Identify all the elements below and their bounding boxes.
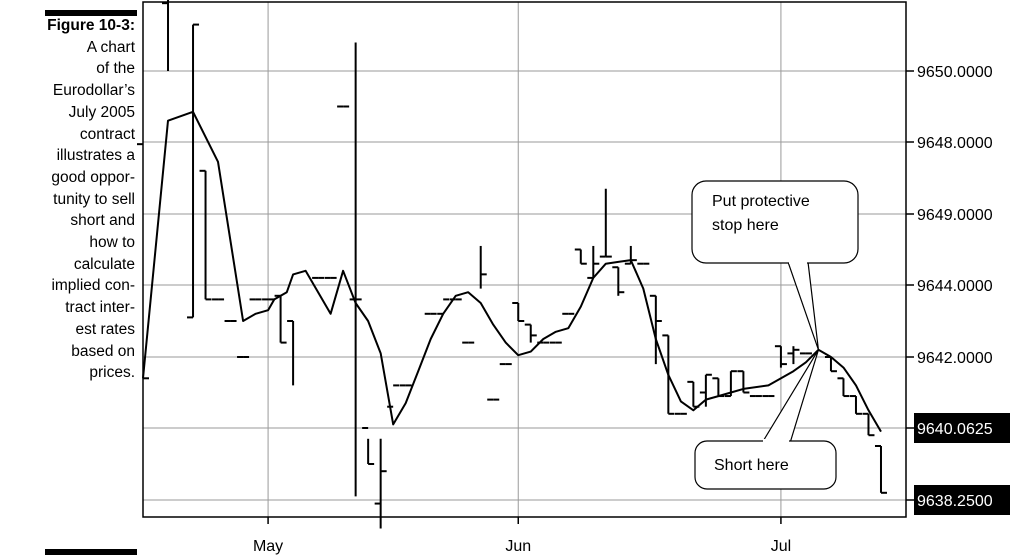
caption-line: est rates: [75, 320, 135, 338]
price-bar: [612, 266, 625, 296]
price-bar: [512, 302, 525, 322]
price-bar: [374, 438, 387, 529]
price-bar: [862, 412, 875, 437]
x-tick-label: Jul: [771, 538, 791, 555]
price-bar: [712, 377, 725, 398]
price-bar: [599, 188, 612, 258]
price-bar: [787, 346, 800, 365]
stop-callout-box: [691, 180, 859, 264]
caption-line: illustrates a: [56, 147, 135, 165]
y-tick-label: 9648.0000: [917, 135, 993, 152]
price-bar: [287, 320, 295, 386]
caption-line: contract: [79, 125, 135, 143]
stop-callout-line: stop here: [712, 217, 779, 234]
price-bar: [824, 356, 837, 373]
figure-caption: Figure 10-3: A chart of the Eurodollar’s Ju…: [0, 0, 137, 557]
stop-callout-gap: [789, 260, 807, 264]
y-tick-label: 9650.0000: [917, 64, 993, 81]
price-bar: [187, 23, 200, 319]
caption-body: A chart of the Eurodollar’s July 2005 contra…: [0, 37, 135, 384]
price-bar: [274, 294, 287, 344]
stop-callout-text: Put protective stop here: [712, 193, 810, 234]
figure-label: Figure 10-3:: [47, 17, 135, 34]
price-bar: [699, 373, 712, 407]
caption-line: calculate: [73, 255, 135, 273]
caption-line: tunity to sell: [53, 190, 135, 208]
price-bar: [479, 245, 487, 289]
y-tick-label: 9644.0000: [917, 278, 993, 295]
caption-line: of the: [96, 60, 135, 78]
stop-callout-pointer: [787, 261, 820, 350]
price-bar: [362, 427, 375, 465]
price-bar: [849, 395, 862, 415]
price-bar: [837, 377, 850, 398]
price-bar: [874, 445, 887, 494]
short-callout-gap: [763, 439, 789, 443]
x-tick-label: May: [253, 538, 283, 555]
y-tick-label: 9640.0625: [917, 421, 993, 438]
caption-line: short and: [70, 212, 135, 230]
y-label-highlight: [914, 413, 1010, 443]
moving-average-line: [142, 110, 882, 433]
price-bar: [687, 380, 700, 408]
caption-bottom-rule: [45, 549, 137, 555]
caption-line: implied con-: [51, 277, 135, 295]
y-tick-label: 9642.0000: [917, 350, 993, 367]
caption-line: Eurodollar’s: [52, 82, 135, 100]
x-tick-label: Jun: [505, 538, 531, 555]
x-axis: May Jun Jul: [253, 517, 791, 555]
price-bar: [649, 294, 662, 365]
caption-line: how to: [89, 234, 135, 252]
price-bar: [524, 323, 537, 343]
caption-line: prices.: [89, 364, 135, 382]
caption-top-rule: [45, 10, 137, 16]
y-tick-label: 9638.2500: [917, 493, 993, 510]
caption-line: good oppor-: [51, 168, 135, 186]
caption-line: tract inter-: [65, 299, 135, 317]
y-axis: 9650.0000 9648.0000 9649.0000 9644.0000 9642…: [906, 64, 1010, 515]
caption-line: July 2005: [68, 103, 135, 121]
caption-line: based on: [71, 342, 135, 360]
price-bar: [162, 0, 170, 71]
caption-line: A chart: [86, 38, 135, 56]
stop-callout-line: Put protective: [712, 193, 810, 210]
price-bar: [574, 248, 587, 265]
plot-frame: [142, 1, 907, 518]
plot-border: [142, 1, 907, 518]
caption-text: Figure 10-3: A chart of the Eurodollar’s Ju…: [0, 15, 135, 384]
price-bar: [199, 169, 212, 301]
y-tick-label: 9649.0000: [917, 207, 993, 224]
short-callout-text: Short here: [714, 457, 789, 474]
price-bar: [774, 345, 787, 368]
callouts: Put protective stop here Short here: [691, 180, 859, 490]
y-label-highlight: [914, 485, 1010, 515]
